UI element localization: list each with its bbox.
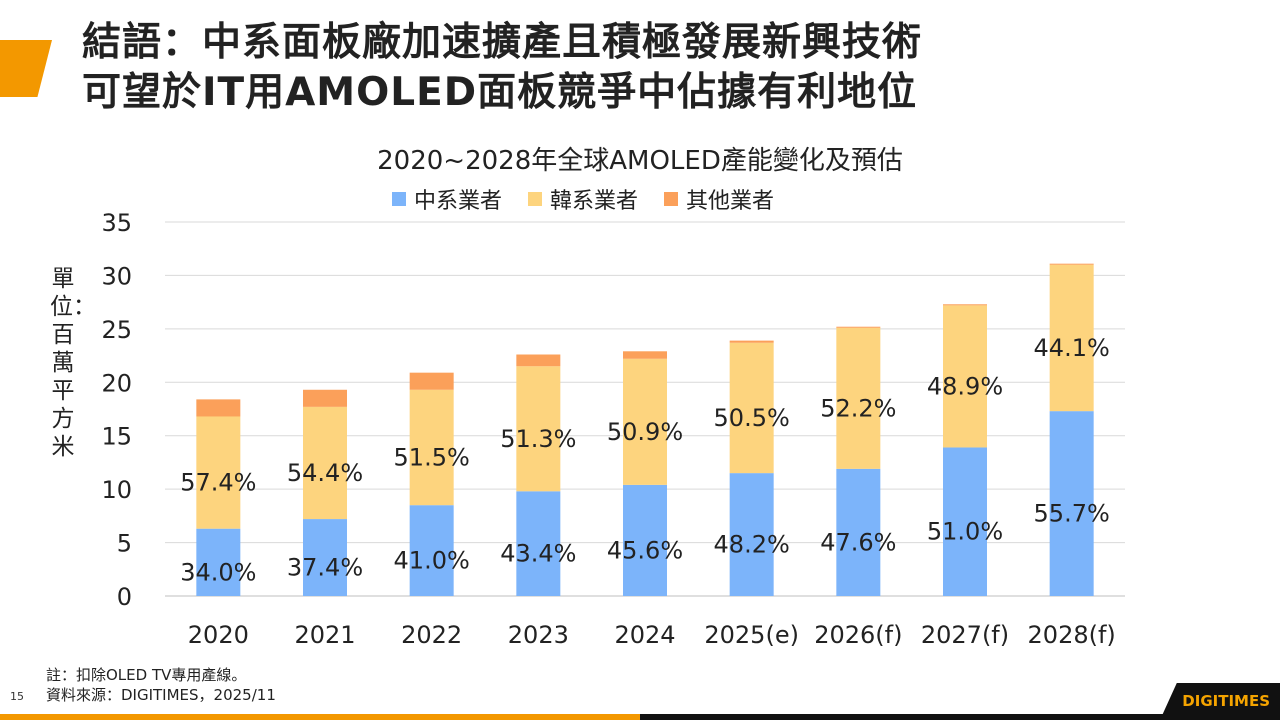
data-label: 47.6%: [820, 528, 896, 556]
data-label: 48.2%: [714, 531, 790, 559]
data-label: 57.4%: [180, 469, 256, 497]
title-line-1: 結語：中系面板廠加速擴產且積極發展新興技術: [82, 20, 923, 65]
digitimes-logo: DIGITIMES: [1160, 683, 1280, 720]
bar-segment: [729, 473, 774, 596]
chart-title: 2020~2028年全球AMOLED產能變化及預估: [377, 146, 903, 176]
bar-segment: [836, 327, 881, 469]
y-tick-label: 35: [101, 209, 132, 237]
bar-segment: [409, 389, 454, 506]
bar-segment: [196, 399, 241, 417]
y-tick-label: 25: [101, 316, 132, 344]
bar-segment: [943, 447, 987, 596]
legend-label: 韓系業者: [550, 189, 639, 214]
legend-item: 韓系業者: [528, 183, 638, 215]
data-label: 51.0%: [927, 518, 1003, 546]
x-tick-label: 2022: [401, 621, 462, 649]
x-tick-label: 2026(f): [814, 621, 902, 649]
bar-segment: [729, 340, 774, 343]
x-tick-label: 2028(f): [1028, 621, 1116, 649]
bar-segment: [623, 484, 667, 596]
footer-bar-black: [640, 714, 1280, 720]
x-tick-label: 2024: [614, 621, 675, 649]
y-tick-label: 30: [101, 262, 132, 290]
x-tick-label: 2023: [508, 621, 569, 649]
bar-segment: [1049, 263, 1094, 265]
legend-label: 其他業者: [686, 189, 775, 214]
footnote: 註：扣除OLED TV專用產線。 資料來源：DIGITIMES，2025/11: [46, 665, 276, 705]
bar-segment: [409, 505, 454, 596]
bar-segment: [623, 358, 667, 485]
data-label: 34.0%: [180, 558, 256, 586]
title-line-2: 可望於IT用AMOLED面板競爭中佔據有利地位: [82, 70, 918, 115]
bar-segment: [943, 304, 987, 306]
data-label: 44.1%: [1034, 334, 1110, 362]
bar-segment: [303, 406, 347, 520]
bar-segment: [729, 342, 774, 474]
bar-segment: [1049, 411, 1094, 596]
slide-title: 結語：中系面板廠加速擴產且積極發展新興技術 可望於IT用AMOLED面板競爭中佔…: [82, 18, 922, 118]
legend-swatch: [528, 192, 543, 206]
bar-segment: [196, 416, 241, 529]
y-tick-label: 10: [101, 476, 132, 504]
bar-segment: [836, 326, 881, 328]
data-label: 50.9%: [607, 418, 683, 446]
x-tick-label: 2027(f): [921, 621, 1009, 649]
data-label: 41.0%: [394, 547, 470, 575]
legend-item: 中系業者: [392, 183, 502, 215]
page-number: 15: [10, 690, 24, 703]
legend-item: 其他業者: [664, 183, 774, 215]
bar-segment: [516, 491, 561, 596]
data-label: 50.5%: [714, 404, 790, 432]
legend-swatch: [664, 192, 679, 206]
data-label: 52.2%: [820, 394, 896, 422]
bar-segment: [409, 372, 454, 390]
y-tick-label: 20: [101, 369, 132, 397]
bar-segment: [1049, 264, 1094, 412]
x-tick-label: 2025(e): [704, 621, 799, 649]
data-label: 48.9%: [927, 372, 1003, 400]
bar-segment: [196, 528, 241, 596]
x-tick-label: 2020: [188, 621, 249, 649]
legend-label: 中系業者: [414, 189, 503, 214]
data-label: 55.7%: [1034, 500, 1110, 528]
y-tick-label: 15: [101, 423, 132, 451]
source-text: 資料來源：DIGITIMES，2025/11: [46, 686, 276, 704]
bar-segment: [623, 351, 667, 359]
legend-swatch: [392, 192, 406, 206]
bar-segment: [516, 354, 561, 367]
data-label: 37.4%: [287, 554, 363, 582]
bar-segment: [516, 366, 561, 492]
data-label: 45.6%: [607, 536, 683, 564]
bar-segment: [836, 468, 881, 596]
bar-segment: [303, 389, 347, 407]
bar-segment: [943, 305, 987, 448]
y-tick-label: 0: [117, 583, 132, 611]
data-label: 54.4%: [287, 459, 363, 487]
x-tick-label: 2021: [294, 621, 355, 649]
footer-bar-orange: [0, 714, 640, 720]
data-label: 51.3%: [500, 425, 576, 453]
bar-segment: [303, 519, 347, 596]
data-label: 43.4%: [500, 540, 576, 568]
chart-legend: 中系業者 韓系業者 其他業者: [392, 183, 774, 215]
data-label: 51.5%: [394, 443, 470, 471]
y-tick-label: 5: [117, 530, 132, 558]
note-text: 註：扣除OLED TV專用產線。: [46, 666, 247, 684]
